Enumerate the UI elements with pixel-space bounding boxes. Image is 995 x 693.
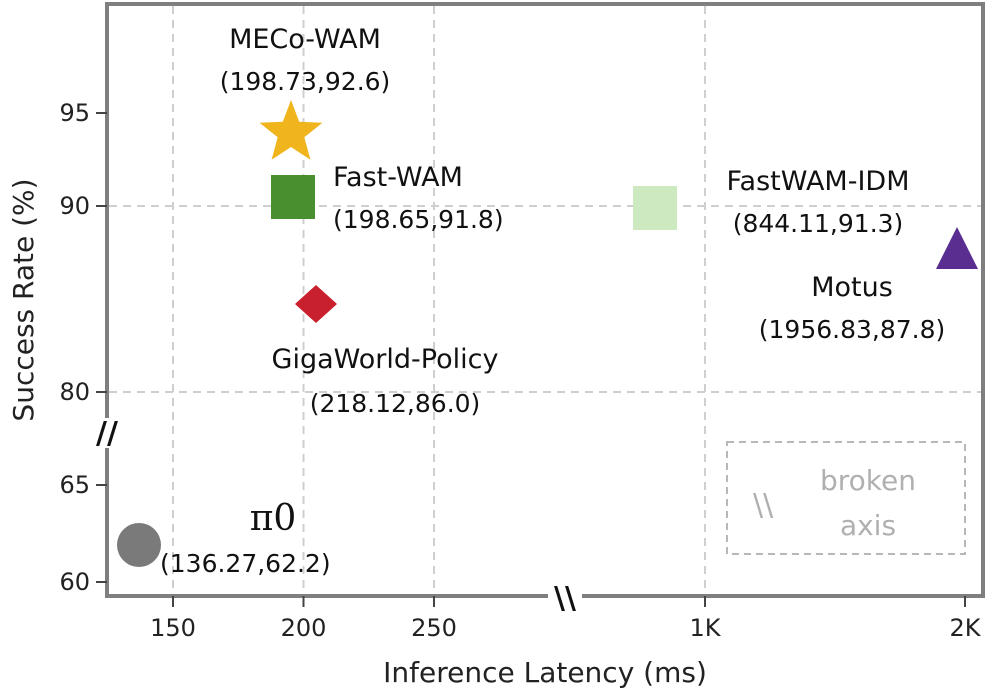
y-tick-label: 60: [59, 568, 90, 596]
axis-ticks: 150 200 250 1K 2K 60 65 80 90 95: [59, 99, 981, 642]
data-labels: MECo-WAM (198.73,92.6) Fast-WAM (198.65,91.…: [160, 24, 945, 578]
broken-axis-legend: \\ broken axis: [726, 441, 966, 555]
point-coord-label: (136.27,62.2): [160, 549, 331, 578]
point-coord-label: (198.73,92.6): [220, 67, 391, 96]
point-name-label: FastWAM-IDM: [726, 166, 909, 197]
legend-text-broken: broken: [820, 464, 916, 497]
triangle-marker: [936, 227, 978, 269]
x-tick-label: 1K: [689, 614, 721, 642]
point-name-label: Motus: [811, 272, 893, 303]
point-name-label: GigaWorld-Policy: [272, 344, 499, 375]
point-name-label: Fast-WAM: [333, 162, 463, 193]
legend-box: [726, 441, 966, 555]
grid-lines: [109, 6, 981, 594]
square-marker: [271, 175, 315, 219]
point-name-label: MECo-WAM: [229, 24, 381, 55]
square-marker: [633, 186, 677, 230]
x-break-gap: [548, 583, 582, 609]
point-name-label: π0: [250, 498, 297, 539]
y-tick-label: 80: [59, 378, 90, 406]
x-tick-label: 200: [281, 614, 327, 642]
point-coord-label: (218.12,86.0): [310, 389, 481, 418]
circle-marker: [117, 523, 161, 567]
y-axis-break-mark: //: [96, 416, 118, 451]
x-tick-label: 2K: [949, 614, 981, 642]
point-coord-label: (1956.83,87.8): [759, 315, 946, 344]
x-tick-label: 150: [150, 614, 196, 642]
y-axis-title: Success Rate (%): [7, 178, 40, 421]
x-axis-break-mark: \\: [554, 581, 576, 616]
y-break-gap: [95, 418, 121, 448]
legend-text-axis: axis: [840, 509, 896, 542]
point-coord-label: (198.65,91.8): [333, 205, 504, 234]
diamond-marker: [295, 285, 337, 323]
star-marker: [259, 100, 323, 160]
y-tick-label: 90: [59, 192, 90, 220]
x-axis-title: Inference Latency (ms): [383, 656, 707, 689]
x-tick-label: 250: [411, 614, 457, 642]
legend-break-symbol: \\: [753, 488, 774, 523]
y-tick-label: 65: [59, 471, 90, 499]
point-coord-label: (844.11,91.3): [733, 209, 904, 238]
data-marks: [117, 100, 978, 567]
plot-frame: [105, 2, 985, 598]
y-tick-label: 95: [59, 99, 90, 127]
